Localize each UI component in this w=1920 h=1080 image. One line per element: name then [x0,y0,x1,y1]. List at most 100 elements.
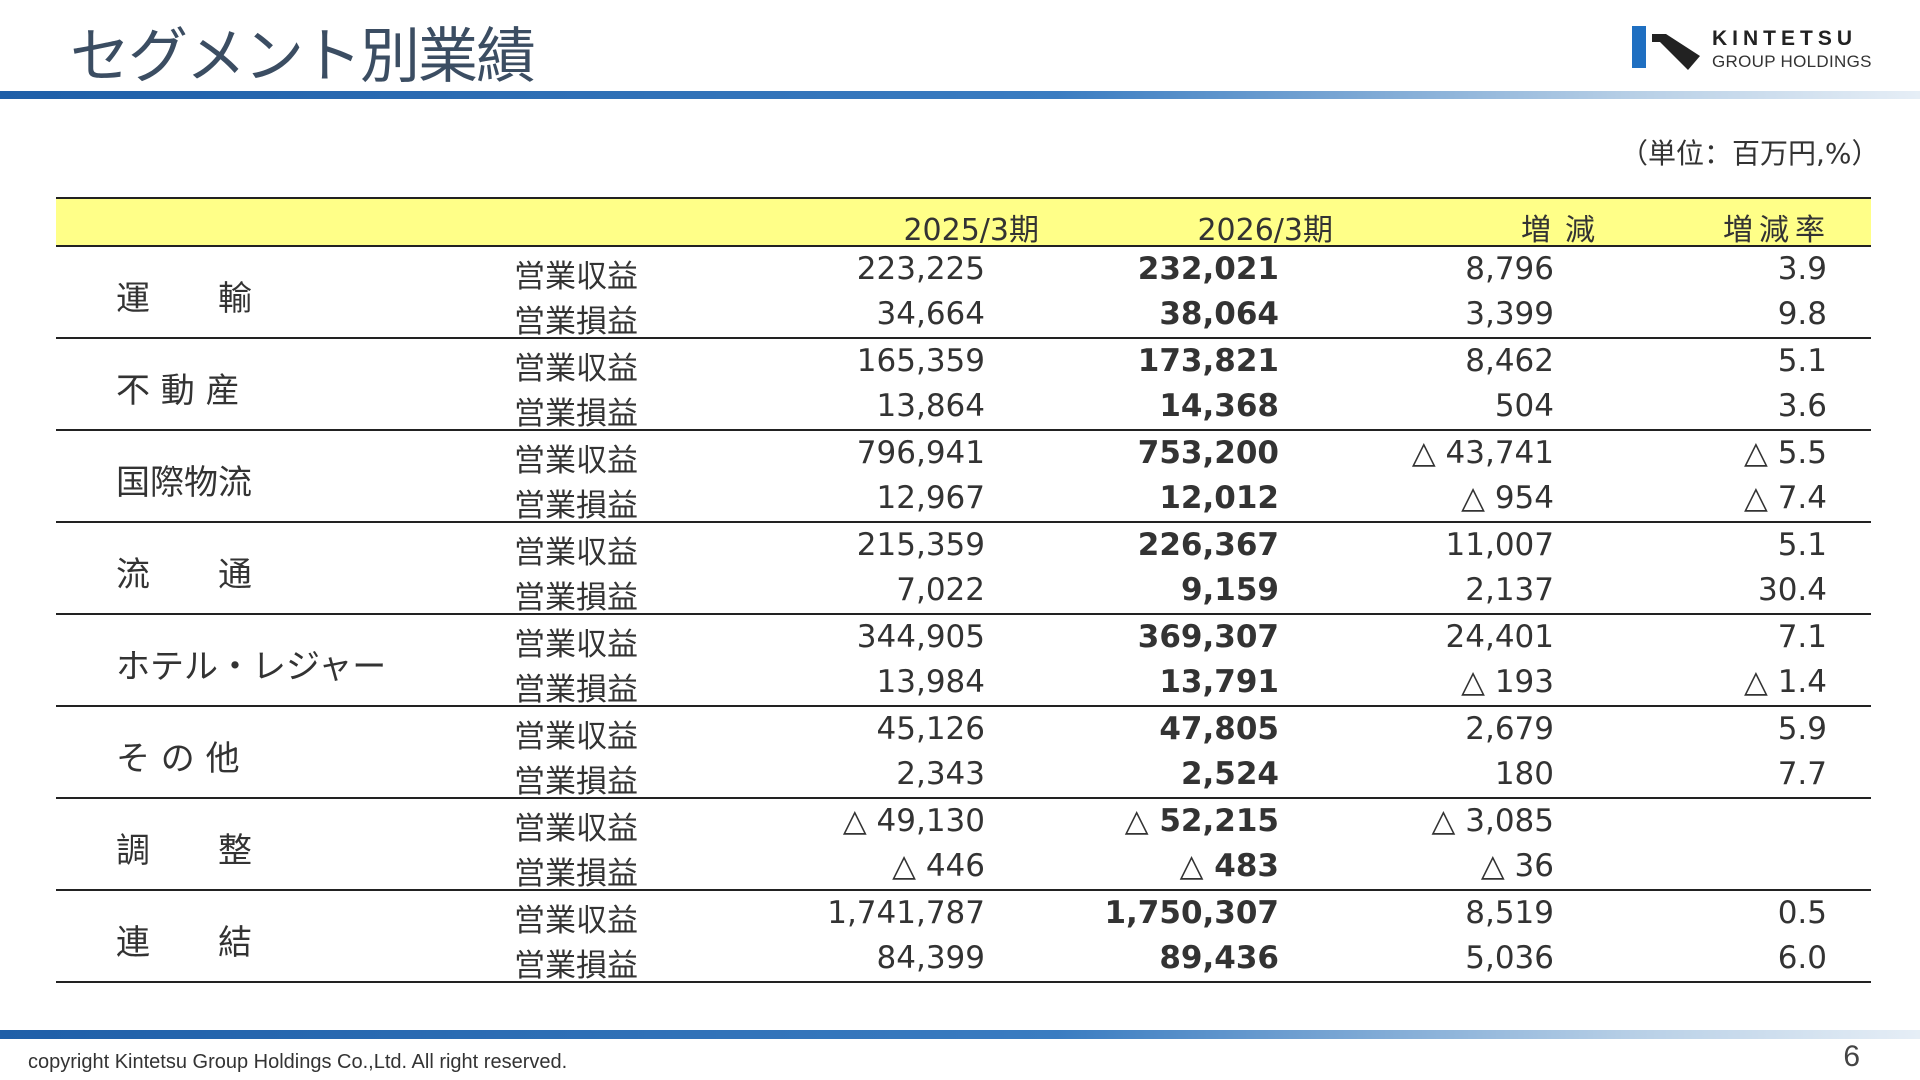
table-row: 営業収益 1,741,787 1,750,307 8,519 0.5 [56,891,1871,939]
segment-group: 調 整 営業収益 △ 49,130 △ 52,215 △ 3,085 営業損益 △ 446 △… [56,799,1871,892]
cell-change-rate: 3.6 [1777,388,1827,424]
cell-change: 5,036 [1465,940,1554,976]
cell-prev-year: △ 446 [892,848,985,884]
page-number: 6 [1843,1040,1860,1073]
cell-change-rate: 6.0 [1777,940,1827,976]
table-row: 営業収益 165,359 173,821 8,462 5.1 [56,339,1871,387]
cell-current-year: 173,821 [1137,343,1279,379]
cell-change: 11,007 [1445,527,1554,563]
cell-change: 2,137 [1465,572,1554,608]
cell-prev-year: △ 49,130 [842,803,985,839]
cell-prev-year: 45,126 [876,711,985,747]
cell-current-year: 2,524 [1180,756,1279,792]
cell-change: 8,462 [1465,343,1554,379]
cell-change: △ 954 [1461,480,1554,516]
cell-change-rate: △ 5.5 [1744,435,1827,471]
cell-current-year: 89,436 [1159,940,1279,976]
cell-prev-year: 13,984 [876,664,985,700]
cell-change: 180 [1494,756,1554,792]
cell-prev-year: 796,941 [856,435,985,471]
page-title: セグメント別業績 [70,22,536,92]
row-label: 営業収益 [514,719,638,755]
table-row: 営業損益 13,864 14,368 504 3.6 [56,384,1871,432]
cell-change: △ 36 [1480,848,1554,884]
cell-change-rate: 7.1 [1777,619,1827,655]
segment-group: 不 動 産 営業収益 165,359 173,821 8,462 5.1 営業損益 13,86… [56,339,1871,432]
table-body: 運 輸営業収益 223,225 232,021 8,796 3.9 営業損益 34,664 3… [56,247,1871,984]
table-row: 営業収益 △ 49,130 △ 52,215 △ 3,085 [56,799,1871,847]
cell-prev-year: 13,864 [876,388,985,424]
row-label: 営業損益 [514,396,638,432]
cell-prev-year: 34,664 [876,296,985,332]
company-logo: KINTETSU GROUP HOLDINGS [1630,24,1880,74]
cell-current-year: 14,368 [1159,388,1279,424]
cell-change: 8,519 [1465,895,1554,931]
header-change: 増減 [1521,213,1609,248]
cell-current-year: 38,064 [1159,296,1279,332]
cell-change: 24,401 [1445,619,1554,655]
cell-change-rate: 7.7 [1777,756,1827,792]
cell-change: 2,679 [1465,711,1554,747]
header-prev-year: 2025/3期 [903,213,1039,248]
segment-name: そ の 他 [116,739,240,779]
cell-prev-year: 84,399 [876,940,985,976]
cell-prev-year: 344,905 [856,619,985,655]
cell-change: 3,399 [1465,296,1554,332]
cell-prev-year: 165,359 [856,343,985,379]
logo-subtitle: GROUP HOLDINGS [1712,52,1872,71]
table-header: 2025/3期 2026/3期 増減 増減率 [56,197,1871,248]
cell-current-year: 12,012 [1159,480,1279,516]
row-label: 営業損益 [514,580,638,616]
segment-name: ホテル・レジャー [116,647,387,687]
table-row: 営業損益 13,984 13,791 △ 193 △ 1.4 [56,660,1871,708]
cell-current-year: 232,021 [1137,251,1279,287]
cell-change-rate: 5.1 [1777,343,1827,379]
row-label: 営業収益 [514,351,638,387]
row-label: 営業収益 [514,259,638,295]
segment-group: 連 結 営業収益 1,741,787 1,750,307 8,519 0.5 営業損益 84,… [56,891,1871,984]
cell-current-year: 369,307 [1137,619,1279,655]
logo-name: KINTETSU [1712,27,1857,50]
cell-current-year: 1,750,307 [1104,895,1279,931]
table-row: 営業損益 2,343 2,524 180 7.7 [56,752,1871,800]
table-row: 営業損益 34,664 38,064 3,399 9.8 [56,292,1871,340]
cell-current-year: 13,791 [1159,664,1279,700]
cell-change: △ 3,085 [1431,803,1554,839]
cell-change-rate: △ 1.4 [1744,664,1827,700]
segment-name: 運 輸 [116,279,252,319]
header-change-rate: 増減率 [1723,213,1831,248]
row-label: 営業損益 [514,948,638,984]
cell-change-rate: △ 7.4 [1744,480,1827,516]
segment-group: そ の 他 営業収益 45,126 47,805 2,679 5.9 営業損益 2,343 2,… [56,707,1871,800]
segment-name: 連 結 [116,923,252,963]
cell-change-rate: 3.9 [1777,251,1827,287]
segment-name: 国際物流 [116,463,252,503]
row-label: 営業収益 [514,811,638,847]
cell-current-year: 753,200 [1137,435,1279,471]
cell-change-rate: 5.1 [1777,527,1827,563]
cell-change: 8,796 [1465,251,1554,287]
segment-name: 調 整 [116,831,252,871]
row-label: 営業損益 [514,856,638,892]
row-label: 営業収益 [514,903,638,939]
cell-change-rate: 30.4 [1757,572,1827,608]
segment-group: 流 通 営業収益 215,359 226,367 11,007 5.1 営業損益 7,022 9… [56,523,1871,616]
segment-name: 不 動 産 [116,371,240,411]
segment-group: 国際物流 営業収益 796,941 753,200 △ 43,741 △ 5.5 営業損益 1… [56,431,1871,524]
cell-current-year: 226,367 [1137,527,1279,563]
cell-prev-year: 1,741,787 [827,895,985,931]
cell-current-year: 9,159 [1180,572,1279,608]
table-row: 営業収益 45,126 47,805 2,679 5.9 [56,707,1871,755]
segment-table: 2025/3期 2026/3期 増減 増減率 運 輸営業収益 223,225 232… [56,197,1871,984]
cell-current-year: △ 52,215 [1124,803,1279,839]
table-row: 営業損益 7,022 9,159 2,137 30.4 [56,568,1871,616]
cell-change: 504 [1494,388,1554,424]
table-row: 営業損益 12,967 12,012 △ 954 △ 7.4 [56,476,1871,524]
cell-change-rate: 0.5 [1777,895,1827,931]
table-row: 営業収益 344,905 369,307 24,401 7.1 [56,615,1871,663]
row-label: 営業損益 [514,764,638,800]
row-label: 営業損益 [514,672,638,708]
copyright: copyright Kintetsu Group Holdings Co.,Lt… [28,1051,568,1073]
kintetsu-logo-icon [1632,26,1700,70]
unit-note: （単位：百万円,%） [1620,137,1880,170]
